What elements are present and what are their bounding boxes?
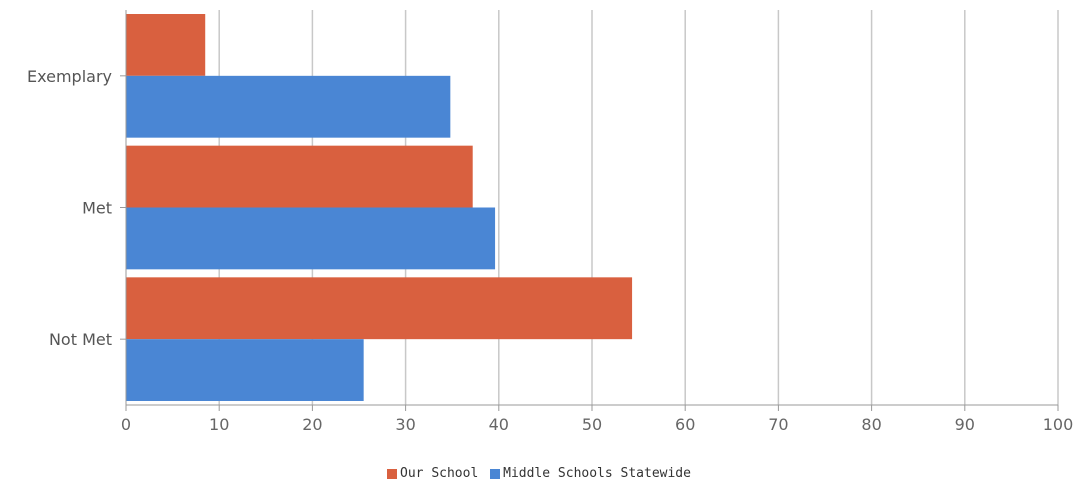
x-tick-label-100: 100 [1043, 415, 1074, 434]
x-tick-label-40: 40 [489, 415, 509, 434]
x-tick-label-90: 90 [955, 415, 975, 434]
x-tick-label-80: 80 [861, 415, 881, 434]
axes [120, 10, 1059, 411]
bar-exemplary-middle-schools-statewide [126, 75, 451, 138]
bar-not-met-middle-schools-statewide [126, 339, 364, 401]
tick-labels: 0 10 20 30 40 50 60 70 80 90 100 [121, 415, 1073, 434]
chart: 0 10 20 30 40 50 60 70 80 90 100 Exemplary Met Not M… [27, 10, 1073, 434]
bar-met-middle-schools-statewide [126, 207, 496, 270]
x-tick-label-70: 70 [768, 415, 788, 434]
category-labels: Exemplary Met Not Met [27, 67, 112, 349]
x-tick-label-10: 10 [209, 415, 229, 434]
category-label-not-met: Not Met [49, 330, 112, 349]
bar-exemplary-our-school [126, 14, 206, 76]
bar-met-our-school [126, 145, 473, 208]
legend-label-our-school: Our School [400, 466, 479, 481]
category-label-exemplary: Exemplary [27, 67, 112, 86]
x-tick-label-50: 50 [582, 415, 602, 434]
bars [126, 14, 633, 401]
x-tick-label-0: 0 [121, 415, 131, 434]
x-tick-label-20: 20 [302, 415, 322, 434]
legend-swatch-our-school [387, 468, 398, 479]
legend-item-our-school: Our School [387, 466, 478, 481]
bar-not-met-our-school [126, 277, 633, 340]
x-tick-label-60: 60 [675, 415, 695, 434]
legend-item-statewide: Middle Schools Statewide [490, 466, 691, 481]
category-label-met: Met [82, 199, 112, 218]
legend: Our School Middle Schools Statewide [0, 466, 1078, 483]
legend-label-statewide: Middle Schools Statewide [503, 466, 691, 481]
x-tick-label-30: 30 [395, 415, 415, 434]
legend-swatch-statewide [490, 468, 501, 479]
